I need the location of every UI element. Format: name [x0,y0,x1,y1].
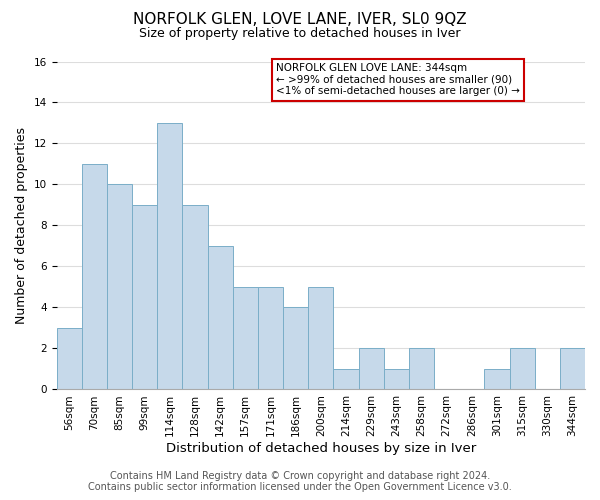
Bar [283,308,308,390]
Bar [383,369,409,390]
Text: Size of property relative to detached houses in Iver: Size of property relative to detached ho… [139,28,461,40]
Bar [560,348,585,390]
Bar [359,348,383,390]
Bar [82,164,107,390]
Bar [107,184,132,390]
Text: Contains HM Land Registry data © Crown copyright and database right 2024.
Contai: Contains HM Land Registry data © Crown c… [88,471,512,492]
Bar [509,348,535,390]
Bar [157,123,182,390]
Bar [56,328,82,390]
Bar [258,287,283,390]
Text: NORFOLK GLEN LOVE LANE: 344sqm
← >99% of detached houses are smaller (90)
<1% of: NORFOLK GLEN LOVE LANE: 344sqm ← >99% of… [276,63,520,96]
Bar [308,287,334,390]
Bar [334,369,359,390]
Bar [132,205,157,390]
Text: NORFOLK GLEN, LOVE LANE, IVER, SL0 9QZ: NORFOLK GLEN, LOVE LANE, IVER, SL0 9QZ [133,12,467,28]
Bar [484,369,509,390]
Bar [233,287,258,390]
Bar [182,205,208,390]
Bar [409,348,434,390]
Y-axis label: Number of detached properties: Number of detached properties [15,127,28,324]
Bar [208,246,233,390]
X-axis label: Distribution of detached houses by size in Iver: Distribution of detached houses by size … [166,442,476,455]
